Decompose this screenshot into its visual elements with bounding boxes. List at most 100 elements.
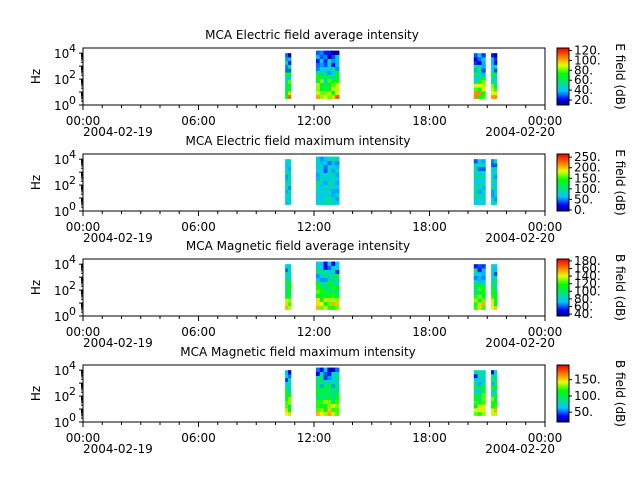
- x-tick-label: 00:00: [66, 431, 101, 445]
- heatmap-cell: [285, 53, 289, 58]
- heatmap-cell: [481, 159, 486, 164]
- colorbar-tick-label: 200.: [574, 161, 601, 175]
- heatmap-cell: [491, 53, 495, 58]
- y-tick-exponent: 2: [69, 174, 76, 187]
- colorbar-segment: [557, 101, 569, 104]
- y-tick-label: 10: [54, 284, 69, 298]
- colorbar-segment: [557, 273, 569, 276]
- heatmap-cell: [331, 90, 336, 95]
- heatmap-cell: [493, 279, 498, 284]
- heatmap-cell: [327, 273, 332, 278]
- heatmap-cell: [327, 172, 332, 177]
- heatmap-cell: [491, 301, 495, 307]
- heatmap-cell: [335, 301, 340, 306]
- heatmap-cell: [288, 385, 292, 390]
- colorbar-segment: [557, 164, 569, 166]
- heatmap-cell: [491, 193, 495, 198]
- heatmap-cell: [473, 75, 479, 81]
- x-date-label: 2004-02-19: [83, 442, 153, 456]
- colorbar-segment: [557, 79, 569, 82]
- x-tick-label: 06:00: [181, 325, 216, 339]
- heatmap-cell: [319, 164, 325, 169]
- colorbar-tick-label: 150.: [574, 171, 601, 185]
- heatmap-cell: [327, 54, 332, 59]
- heatmap-cell: [473, 283, 479, 288]
- heatmap-cell: [319, 395, 325, 400]
- heatmap-cell: [493, 294, 498, 299]
- y-tick-exponent: 0: [69, 200, 76, 213]
- colorbar-segment: [557, 386, 569, 389]
- colorbar-segment: [557, 81, 569, 83]
- colorbar-segment: [557, 76, 569, 79]
- heatmap-cell: [315, 285, 321, 290]
- heatmap-cell: [319, 180, 325, 185]
- heatmap-cell: [288, 64, 292, 69]
- heatmap-cell: [491, 166, 495, 171]
- heatmap-cell: [473, 181, 479, 187]
- heatmap-cell: [477, 381, 482, 386]
- heatmap-cell: [319, 168, 325, 173]
- heatmap-cell: [481, 185, 486, 190]
- colorbar-segment: [557, 201, 569, 204]
- heatmap-cell: [331, 66, 336, 71]
- colorbar-segment: [557, 382, 569, 384]
- heatmap-cell: [477, 170, 482, 175]
- heatmap-cell: [285, 298, 289, 303]
- heatmap-cell: [481, 196, 486, 202]
- heatmap-cell: [285, 75, 289, 81]
- colorbar-segment: [557, 62, 569, 65]
- colorbar-segment: [557, 284, 569, 286]
- heatmap-cell: [481, 83, 486, 88]
- heatmap-cell: [335, 289, 340, 294]
- heatmap-cell: [473, 298, 479, 303]
- heatmap-cell: [491, 79, 495, 84]
- colorbar-segment: [557, 75, 569, 77]
- heatmap-cell: [493, 407, 498, 413]
- heatmap-cell: [493, 373, 498, 379]
- heatmap-cell: [323, 50, 328, 55]
- colorbar-segment: [557, 166, 569, 169]
- colorbar-segment: [557, 277, 569, 279]
- heatmap-cell: [493, 196, 498, 202]
- heatmap-cell: [319, 261, 325, 266]
- colorbar-segment: [557, 376, 569, 378]
- heatmap-cell: [473, 64, 479, 69]
- x-tick-label: 06:00: [181, 114, 216, 128]
- heatmap-cell: [319, 297, 325, 302]
- heatmap-cell: [335, 180, 340, 185]
- heatmap-cell: [477, 279, 482, 284]
- heatmap-cell: [319, 391, 325, 396]
- colorbar-segment: [557, 379, 569, 382]
- heatmap-cell: [323, 273, 328, 278]
- x-date-label: 2004-02-19: [83, 231, 153, 245]
- heatmap-cell: [319, 172, 325, 177]
- heatmap-cell: [327, 58, 332, 63]
- heatmap-cell: [477, 389, 482, 394]
- colorbar-segment: [557, 196, 569, 198]
- heatmap-cell: [335, 168, 340, 173]
- heatmap-cell: [493, 305, 498, 310]
- x-tick-label: 00:00: [528, 220, 563, 234]
- y-tick-label: 10: [54, 73, 69, 87]
- heatmap-cell: [473, 264, 479, 269]
- heatmap-cell: [473, 178, 479, 183]
- heatmap-cell: [481, 290, 486, 295]
- heatmap-cell: [288, 60, 292, 65]
- colorbar-segment: [557, 208, 569, 211]
- heatmap-cell: [285, 56, 289, 62]
- colorbar-segment: [557, 309, 569, 311]
- heatmap-cell: [473, 301, 479, 307]
- y-tick-label: 10: [54, 99, 69, 113]
- heatmap-cell: [285, 166, 289, 171]
- heatmap-cell: [319, 375, 325, 380]
- colorbar-segment: [557, 180, 569, 182]
- heatmap-cell: [288, 404, 292, 409]
- heatmap-cell: [481, 166, 486, 171]
- heatmap-cell: [315, 90, 321, 95]
- colorbar-segment: [557, 173, 569, 175]
- colorbar-segment: [557, 294, 569, 296]
- heatmap-cell: [335, 192, 340, 197]
- heatmap-cell: [285, 174, 289, 179]
- x-tick-label: 00:00: [528, 325, 563, 339]
